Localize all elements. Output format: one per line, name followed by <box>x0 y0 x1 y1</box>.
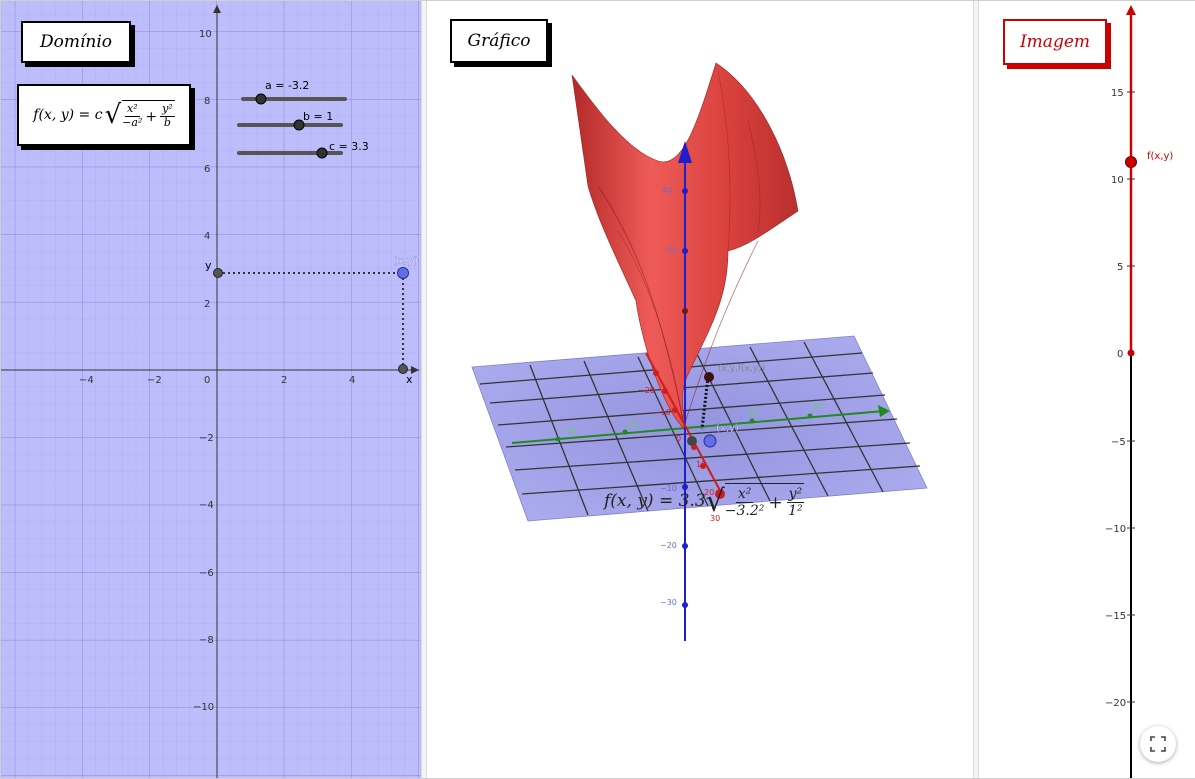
y-axis-3d <box>511 410 885 444</box>
image-point[interactable] <box>1125 156 1137 168</box>
z-tick-label: −10 <box>660 484 677 493</box>
x-tick-label: 2 <box>281 375 287 386</box>
y-tick-label: −4 <box>199 500 214 511</box>
point-3d[interactable] <box>703 434 717 448</box>
graph-formula-den1: −3.2² <box>724 503 765 520</box>
formula-den1: −a² <box>122 116 143 129</box>
x-tick-label: −10 <box>654 408 671 417</box>
y-tick-label: 10 <box>748 408 758 417</box>
domain-title: Domínio <box>39 32 113 52</box>
x-tick-label: −2 <box>147 375 162 386</box>
image-tick-label: 10 <box>1111 175 1124 186</box>
origin-point <box>687 436 697 446</box>
image-tick-label: 0 <box>1117 349 1123 360</box>
y-tick-label: 8 <box>204 96 210 107</box>
domain-formula-box: f(x, y) = c √ x² −a² + y² b <box>17 84 191 146</box>
slider-a-handle[interactable] <box>255 93 267 105</box>
x-tick-label: 10 <box>696 460 706 469</box>
slider-a-label: a = -3.2 <box>265 79 310 92</box>
x-projection-point[interactable] <box>398 364 408 374</box>
y-tick-label: −8 <box>199 635 214 646</box>
x-tick-label: 30 <box>710 514 720 523</box>
formula-num1: x² <box>124 102 140 117</box>
y-tick-label: −10 <box>193 702 214 713</box>
surface-point-label: (x,y,f(x,y)) <box>718 364 765 374</box>
view-splitter[interactable] <box>973 1 979 778</box>
graphics-3d-canvas[interactable]: 40 30 −10 −20 −30 −20 −10 0 10 20 30 −20… <box>428 1 973 778</box>
image-tick-label: −20 <box>1105 698 1126 709</box>
x-tick-label: 20 <box>704 488 714 497</box>
fullscreen-icon <box>1150 736 1166 752</box>
y-tick-label: 4 <box>204 231 210 242</box>
y-point-label: y <box>205 259 212 272</box>
formula-den2: b <box>163 116 171 129</box>
z-tick-label: 30 <box>666 246 676 255</box>
image-tick-label: 5 <box>1117 262 1123 273</box>
slider-b-handle[interactable] <box>293 119 305 131</box>
domain-title-box: Domínio <box>21 21 131 63</box>
image-point-label: f(x,y) <box>1147 151 1173 162</box>
image-title-box: Imagem <box>1003 19 1107 65</box>
image-axis-canvas[interactable]: 15 10 5 0 −5 −10 −15 −20 f(x,y) <box>979 1 1195 778</box>
formula-num2: y² <box>160 102 175 117</box>
x-tick-label: 4 <box>349 375 355 386</box>
y-tick-label: −6 <box>199 568 214 579</box>
graph-formula-den2: 1² <box>788 503 803 520</box>
graph-formula-num1: x² <box>735 486 754 504</box>
x-tick-label: −4 <box>79 375 94 386</box>
range-min-point <box>1127 349 1135 357</box>
graphics-3d-view[interactable]: 40 30 −10 −20 −30 −20 −10 0 10 20 30 −20… <box>428 1 973 778</box>
x-axis-3d <box>645 352 724 497</box>
image-graphics-view[interactable]: 15 10 5 0 −5 −10 −15 −20 f(x,y) Imagem <box>979 1 1195 778</box>
y-tick-label: 2 <box>204 299 210 310</box>
slider-c-label: c = 3.3 <box>329 140 369 153</box>
x-tick-label: 0 <box>676 434 681 443</box>
fullscreen-button[interactable] <box>1140 726 1176 762</box>
y-tick-label: −2 <box>199 433 214 444</box>
image-tick-label: −15 <box>1105 611 1126 622</box>
y-tick-label: 6 <box>204 164 210 175</box>
image-tick-label: −10 <box>1105 524 1126 535</box>
y-tick-label: 10 <box>199 29 212 40</box>
z-tick-label: 40 <box>662 186 672 195</box>
domain-point-label: (x,y) <box>393 254 418 267</box>
image-title: Imagem <box>1019 32 1091 52</box>
domain-graphics-view[interactable]: −4 −2 0 2 4 10 8 6 4 2 −2 −4 −6 −8 −10 y… <box>1 1 421 778</box>
z-tick-label: −30 <box>660 598 677 607</box>
slider-b-label: b = 1 <box>303 110 334 123</box>
y-tick-label: 20 <box>812 402 822 411</box>
formula-lhs: f(x, y) = c <box>33 107 103 123</box>
y-tick-label: −10 <box>622 420 639 429</box>
graph-formula-num2: y² <box>786 486 805 504</box>
graph-formula-label: f(x, y) = 3.3 √ x² −3.2² + y² 1² <box>604 483 805 520</box>
graph-title-box: Gráfico <box>450 19 548 63</box>
surface-point[interactable] <box>704 372 714 382</box>
x-tick-label: 0 <box>204 375 210 386</box>
view-splitter[interactable] <box>421 1 427 778</box>
z-tick-label: −20 <box>660 541 677 550</box>
graph-title: Gráfico <box>467 31 531 51</box>
function-projection-line <box>700 376 710 430</box>
y-projection-point[interactable] <box>213 268 223 278</box>
slider-c-handle[interactable] <box>316 147 328 159</box>
x-point-label: x <box>406 373 413 386</box>
graph-formula-lhs: f(x, y) = 3.3 <box>604 491 706 512</box>
image-tick-label: −5 <box>1111 437 1126 448</box>
point-3d-label: (x,y) <box>716 423 739 434</box>
x-tick-label: −20 <box>638 386 655 395</box>
image-tick-label: 15 <box>1111 88 1124 99</box>
sqrt-icon: √ <box>104 100 122 130</box>
y-tick-label: −20 <box>560 426 577 435</box>
domain-point[interactable] <box>397 267 409 279</box>
sqrt-icon: √ <box>705 483 725 519</box>
xy-plane <box>471 335 928 522</box>
